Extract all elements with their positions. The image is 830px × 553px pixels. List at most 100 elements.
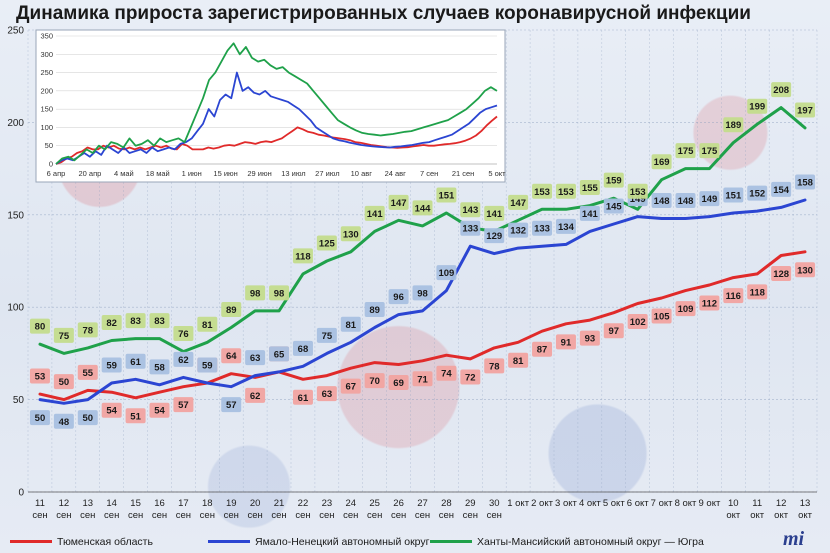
data-label: 67 xyxy=(345,382,356,393)
inset-x-tick-label: 20 апр xyxy=(79,169,102,178)
data-label-box xyxy=(221,397,242,413)
data-label: 197 xyxy=(797,105,813,116)
x-tick-label: 6 окт xyxy=(627,498,649,509)
x-tick-label: 1 окт xyxy=(507,498,529,509)
data-label-box xyxy=(340,316,361,332)
x-tick-label: 13 xyxy=(800,498,811,509)
data-label-box xyxy=(579,180,600,196)
data-label: 125 xyxy=(319,239,336,250)
inset-y-tick-label: 150 xyxy=(40,105,53,114)
data-label-box xyxy=(699,191,720,207)
data-label: 89 xyxy=(369,305,380,316)
data-label-box xyxy=(484,358,505,374)
data-label: 57 xyxy=(178,400,189,411)
data-label-box xyxy=(197,357,218,373)
data-label: 141 xyxy=(367,209,384,220)
data-label-box xyxy=(651,192,672,208)
data-label-box xyxy=(101,314,122,330)
data-label: 72 xyxy=(465,372,476,383)
data-label-box xyxy=(53,413,74,429)
data-label: 134 xyxy=(558,222,575,233)
data-label-box xyxy=(364,205,385,221)
data-label-box xyxy=(149,359,170,375)
data-label: 76 xyxy=(178,329,189,340)
inset-x-tick-label: 6 апр xyxy=(47,169,66,178)
data-label: 81 xyxy=(345,320,356,331)
data-label: 58 xyxy=(154,362,165,373)
data-label-box xyxy=(53,374,74,390)
data-label: 51 xyxy=(130,411,141,422)
series-line xyxy=(38,106,807,355)
data-label-box xyxy=(292,389,313,405)
data-label-box xyxy=(508,222,529,238)
data-label-box xyxy=(77,410,98,426)
data-label: 149 xyxy=(701,194,717,205)
data-label: 155 xyxy=(582,183,599,194)
data-label-box xyxy=(292,340,313,356)
data-label: 175 xyxy=(701,146,718,157)
data-label-box xyxy=(221,302,242,318)
x-axis-ticks: 11сен12сен13сен14сен15сен16сен17сен18сен… xyxy=(32,498,812,521)
data-label-box xyxy=(555,183,576,199)
data-label-box xyxy=(795,174,816,190)
data-label-box xyxy=(388,289,409,305)
data-label: 59 xyxy=(202,360,213,371)
data-label-box xyxy=(675,192,696,208)
x-tick-label: окт xyxy=(774,510,789,521)
data-label: 109 xyxy=(678,304,694,315)
x-tick-label: сен xyxy=(367,510,382,521)
data-label-box xyxy=(460,220,481,236)
legend-label: Ханты-Мансийский автономный округ — Югра xyxy=(477,536,704,548)
data-label: 133 xyxy=(462,224,478,235)
data-label-box xyxy=(173,397,194,413)
data-label-box xyxy=(436,365,457,381)
data-label: 199 xyxy=(749,102,765,113)
x-tick-label: сен xyxy=(439,510,454,521)
data-label-box xyxy=(795,262,816,278)
data-label: 70 xyxy=(369,376,380,387)
x-tick-label: сен xyxy=(247,510,262,521)
data-label-box xyxy=(316,327,337,343)
data-label-box xyxy=(460,202,481,218)
data-label: 158 xyxy=(797,178,813,189)
data-label: 96 xyxy=(393,292,404,303)
inset-x-tick-label: 5 окт xyxy=(488,169,506,178)
data-label: 153 xyxy=(534,187,550,198)
data-label-box xyxy=(149,402,170,418)
inset-y-tick-label: 300 xyxy=(40,50,53,59)
data-label: 50 xyxy=(59,377,70,388)
x-tick-label: 24 xyxy=(345,498,356,509)
inset-y-tick-label: 0 xyxy=(49,160,53,169)
x-tick-label: 12 xyxy=(59,498,70,509)
data-label: 141 xyxy=(486,209,503,220)
inset-series-line xyxy=(55,71,498,165)
inset-x-tick-label: 1 июн xyxy=(182,169,202,178)
data-label-box xyxy=(364,302,385,318)
data-label-box xyxy=(388,194,409,210)
data-label: 80 xyxy=(35,322,46,333)
data-label: 102 xyxy=(630,317,646,328)
data-label-box xyxy=(101,357,122,373)
inset-y-tick-label: 50 xyxy=(45,141,53,150)
data-label-box xyxy=(579,205,600,221)
x-tick-label: сен xyxy=(176,510,191,521)
data-label-box xyxy=(316,235,337,251)
data-label: 105 xyxy=(654,311,671,322)
data-label-box xyxy=(77,322,98,338)
data-label: 133 xyxy=(534,224,550,235)
data-label: 81 xyxy=(513,356,524,367)
x-tick-label: 12 xyxy=(776,498,787,509)
inset-series-line xyxy=(55,115,498,165)
data-label-box xyxy=(340,378,361,394)
x-tick-label: сен xyxy=(391,510,406,521)
inset-x-tick-label: 10 авг xyxy=(351,169,373,178)
data-label-box xyxy=(245,350,266,366)
data-label-box xyxy=(412,200,433,216)
x-tick-label: сен xyxy=(128,510,143,521)
data-label: 169 xyxy=(654,157,670,168)
data-label-box xyxy=(245,285,266,301)
data-label: 62 xyxy=(250,391,261,402)
data-label: 152 xyxy=(749,189,765,200)
inset-x-tick-label: 13 июл xyxy=(281,169,305,178)
data-label: 98 xyxy=(250,288,261,299)
